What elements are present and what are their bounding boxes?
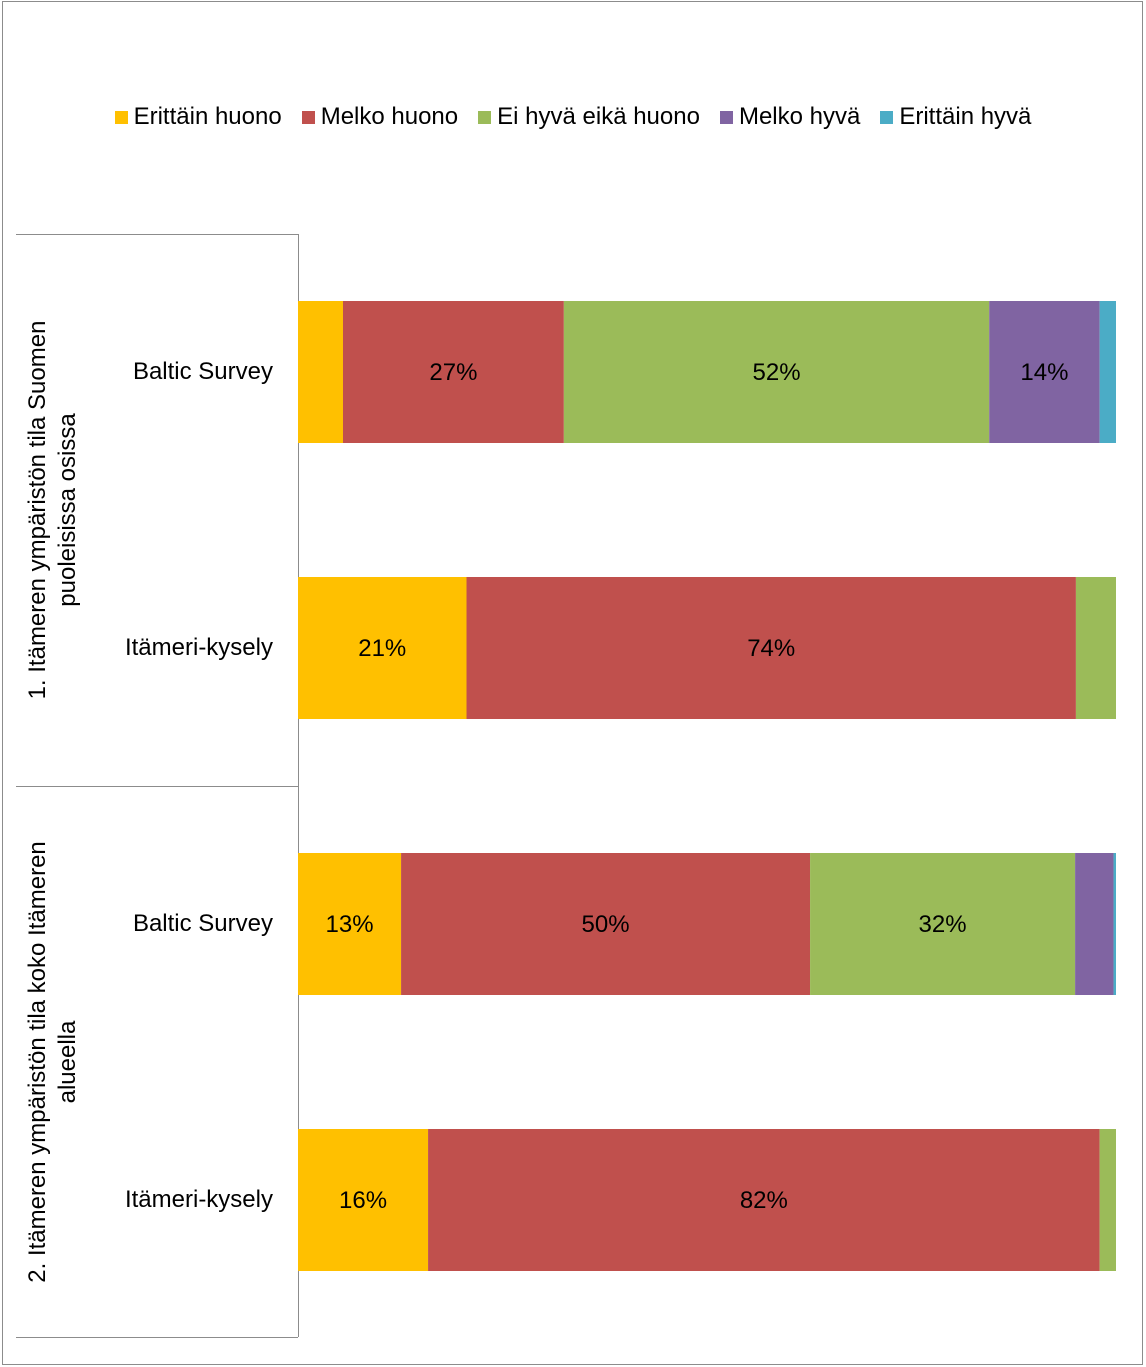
bar-segment <box>401 853 811 995</box>
bar-segment <box>989 301 1100 443</box>
category-label: Baltic Survey <box>132 358 273 385</box>
data-label: 82% <box>740 1187 788 1214</box>
data-label: 21% <box>358 635 406 662</box>
bar-segment <box>298 301 343 443</box>
legend-item: Ei hyvä eikä huono <box>478 103 700 131</box>
legend: Erittäin huono Melko huono Ei hyvä eikä … <box>0 103 1146 131</box>
group-label-line: alueella <box>54 1020 81 1104</box>
bar-segment <box>1113 853 1116 995</box>
group-label: 2. Itämeren ympäristön tila koko Itämere… <box>23 841 83 1283</box>
legend-item: Erittäin hyvä <box>880 103 1031 131</box>
legend-swatch <box>114 110 128 124</box>
data-label: 13% <box>326 911 374 938</box>
legend-label: Melko huono <box>320 103 459 130</box>
legend-label: Melko hyvä <box>738 103 861 130</box>
legend-swatch <box>719 110 733 124</box>
bar-segment <box>342 301 564 443</box>
bar-segment <box>466 577 1076 719</box>
group-label-line: 2. Itämeren ympäristön tila koko Itämere… <box>24 841 51 1283</box>
data-label: 16% <box>339 1187 387 1214</box>
bar-segment <box>298 1129 429 1271</box>
category-label: Baltic Survey <box>132 910 273 937</box>
legend-label: Erittäin huono <box>133 103 282 130</box>
data-label: 74% <box>747 635 795 662</box>
bar-segment <box>810 853 1076 995</box>
legend-swatch <box>880 110 894 124</box>
group-label-line: puoleisissa osissa <box>54 413 81 607</box>
data-label: 27% <box>429 359 477 386</box>
legend-swatch <box>301 110 315 124</box>
bars: 27% 52% 14% 21% 74% 13% 50% 32% 16% 82% <box>298 301 1116 1271</box>
bar-segment <box>428 1129 1100 1271</box>
legend-item: Melko huono <box>301 103 459 131</box>
category-label: Itämeri-kysely <box>124 634 273 661</box>
legend-label: Ei hyvä eikä huono <box>497 103 700 130</box>
bar-segment <box>1099 1129 1116 1271</box>
bar-segment <box>563 301 990 443</box>
legend-swatch <box>478 110 492 124</box>
bar-segment <box>298 577 467 719</box>
data-label: 52% <box>753 359 801 386</box>
bar-segment <box>1075 577 1116 719</box>
data-label: 14% <box>1020 359 1068 386</box>
category-label: Itämeri-kysely <box>124 1186 273 1213</box>
legend-item: Melko hyvä <box>719 103 861 131</box>
data-label: 50% <box>582 911 630 938</box>
bar-segment <box>298 853 402 995</box>
data-label: 32% <box>919 911 967 938</box>
bar-segment <box>1075 853 1114 995</box>
legend-item: Erittäin huono <box>114 103 282 131</box>
bar-segment <box>1099 301 1116 443</box>
legend-label: Erittäin hyvä <box>899 103 1032 130</box>
group-label: 1. Itämeren ympäristön tila Suomen puole… <box>23 321 83 700</box>
group-label-line: 1. Itämeren ympäristön tila Suomen <box>24 320 51 700</box>
